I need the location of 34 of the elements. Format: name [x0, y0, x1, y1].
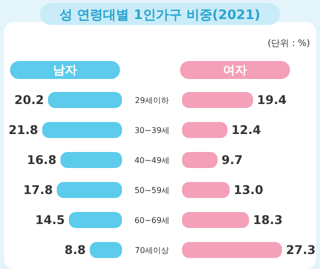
data-label: 13.0 — [234, 183, 264, 197]
y-tick-label: 70세이상 — [134, 246, 170, 255]
bar — [60, 152, 122, 168]
data-label: 8.8 — [64, 243, 86, 257]
y-tick-label: 40~49세 — [134, 156, 170, 165]
bar — [56, 182, 122, 198]
data-label: 12.4 — [231, 123, 262, 137]
bar — [182, 92, 254, 108]
bar — [182, 212, 250, 228]
data-label: 19.4 — [257, 93, 287, 107]
bar — [42, 122, 122, 138]
data-label: 16.8 — [26, 153, 56, 167]
text: (단위 : %) — [268, 39, 310, 49]
bar — [90, 242, 122, 258]
data-label: 27.3 — [286, 243, 316, 257]
bar — [182, 122, 228, 138]
bar — [182, 152, 218, 168]
y-tick-label: 50~59세 — [134, 186, 170, 195]
data-label: 20.2 — [14, 93, 44, 107]
text: 성 연령대별 1인가구 비중(2021) — [60, 8, 260, 23]
data-label: 18.3 — [253, 213, 283, 227]
data-label: 9.7 — [222, 153, 243, 167]
series-label: 여자 — [223, 63, 247, 77]
y-tick-label: 30~39세 — [134, 126, 170, 135]
bar — [68, 212, 122, 228]
series-label: 남자 — [53, 63, 77, 77]
data-label: 17.8 — [23, 183, 53, 197]
y-tick-label: 60~69세 — [134, 216, 170, 225]
bar — [182, 242, 282, 258]
bar — [48, 92, 122, 108]
data-label: 14.5 — [35, 213, 65, 227]
bar — [182, 182, 230, 198]
y-tick-label: 29세이하 — [134, 96, 170, 105]
data-label: 21.8 — [8, 123, 38, 137]
